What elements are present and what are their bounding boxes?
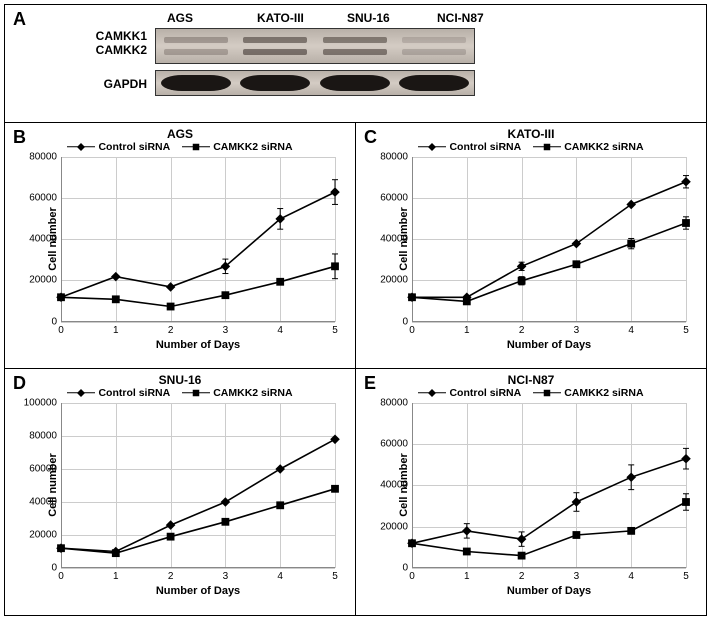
chart-legend: Control siRNACAMKK2 siRNA [362,387,700,401]
panel-a-label: A [13,9,26,30]
plot-area: 020000400006000080000100000012345Cell nu… [61,403,335,568]
chart-title: SNU-16 [11,373,349,387]
chart-legend: Control siRNACAMKK2 siRNA [362,141,700,155]
blot-area: AGS KATO-III SNU-16 NCI-N87 [155,11,515,102]
chart-title: KATO-III [362,127,700,141]
header-ags: AGS [155,11,245,25]
panel-c: CKATO-IIIControl siRNACAMKK2 siRNA 020000… [356,123,706,368]
figure-container: A CAMKK1 CAMKK2 GAPDH AGS KATO-III SNU-1… [4,4,707,616]
plot-area: 020000400006000080000012345Cell numberNu… [412,403,686,568]
gapdh-blot [155,70,475,96]
chart-title: AGS [11,127,349,141]
panel-a: A CAMKK1 CAMKK2 GAPDH AGS KATO-III SNU-1… [5,5,706,123]
panel-b-label: B [13,127,26,148]
chart-title: NCI-N87 [362,373,700,387]
header-snu: SNU-16 [335,11,425,25]
plot-area: 020000400006000080000012345Cell numberNu… [61,157,335,322]
panel-d: DSNU-16Control siRNACAMKK2 siRNA 02000040… [5,369,356,615]
panel-e-label: E [364,373,376,394]
label-camkk1: CAMKK1 [47,29,147,43]
blot-row-labels: CAMKK1 CAMKK2 GAPDH [47,29,147,91]
panel-d-label: D [13,373,26,394]
label-gapdh: GAPDH [47,77,147,91]
header-nci: NCI-N87 [425,11,515,25]
chart-legend: Control siRNACAMKK2 siRNA [11,141,349,155]
label-camkk2: CAMKK2 [47,43,147,57]
panel-e: ENCI-N87Control siRNACAMKK2 siRNA 0200004… [356,369,706,615]
plot-area: 020000400006000080000012345Cell numberNu… [412,157,686,322]
panel-b: BAGSControl siRNACAMKK2 siRNA 02000040000… [5,123,356,368]
row-bc: BAGSControl siRNACAMKK2 siRNA02000040000… [5,123,706,369]
row-de: DSNU-16Control siRNACAMKK2 siRNA02000040… [5,369,706,615]
chart-legend: Control siRNACAMKK2 siRNA [11,387,349,401]
blot-headers: AGS KATO-III SNU-16 NCI-N87 [155,11,515,25]
panel-c-label: C [364,127,377,148]
camkk-blot [155,28,475,64]
header-kato: KATO-III [245,11,335,25]
